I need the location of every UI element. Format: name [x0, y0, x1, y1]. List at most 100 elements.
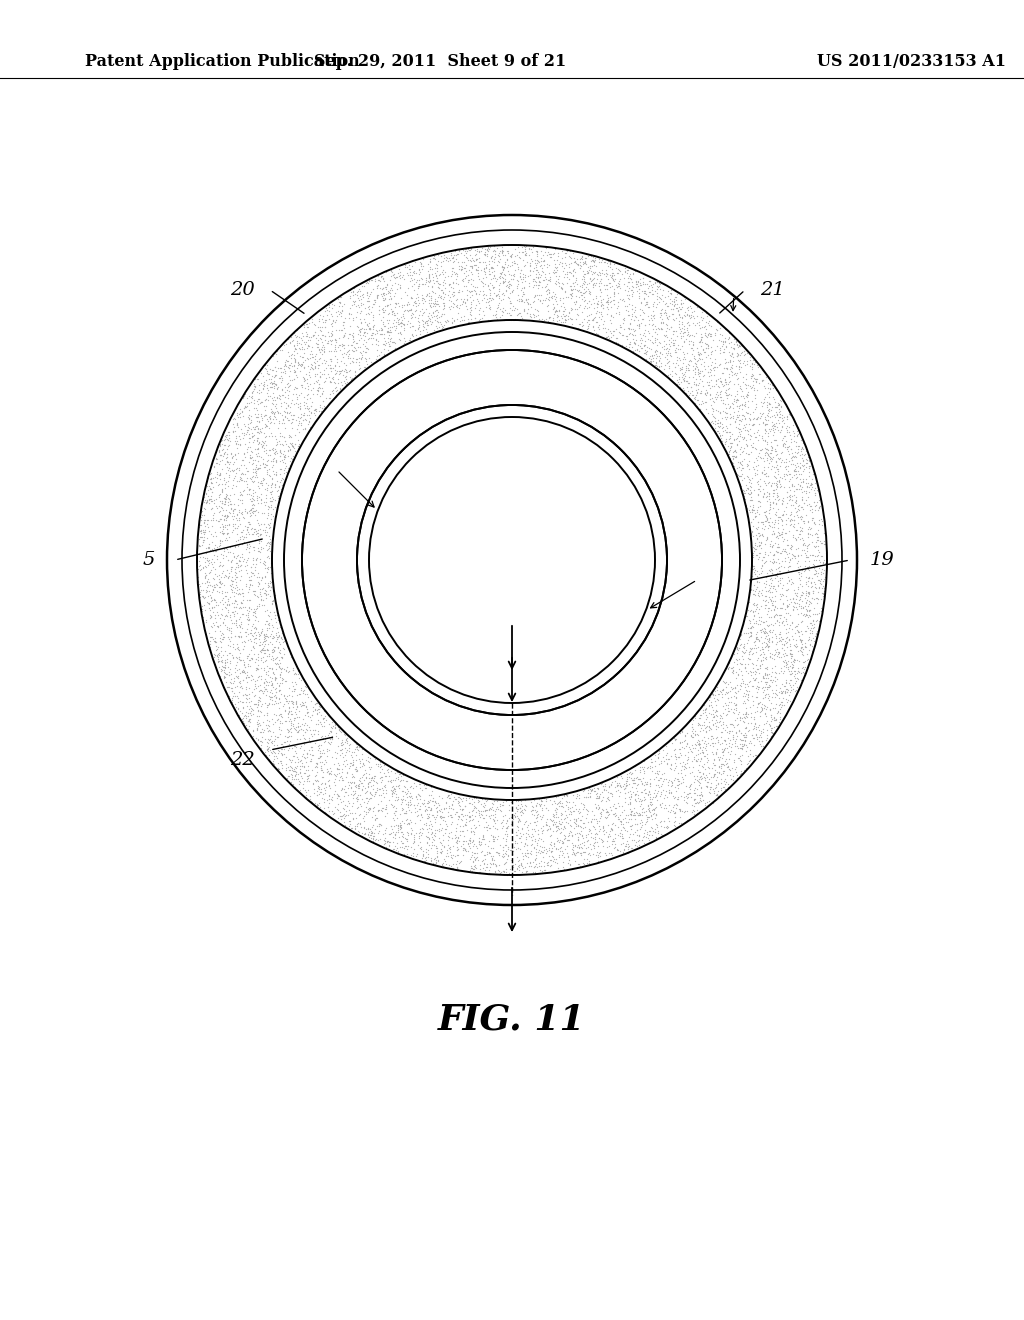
Point [319, 507, 336, 528]
Point [335, 673, 351, 694]
Point [354, 808, 371, 829]
Point [339, 498, 355, 519]
Point [593, 290, 609, 312]
Point [647, 763, 664, 784]
Point [438, 731, 455, 752]
Point [284, 355, 300, 376]
Point [548, 714, 564, 735]
Point [349, 607, 366, 628]
Point [377, 400, 393, 421]
Point [332, 801, 348, 822]
Point [723, 384, 739, 405]
Point [353, 458, 370, 479]
Point [268, 678, 285, 700]
Point [713, 763, 729, 784]
Point [581, 704, 597, 725]
Point [671, 482, 687, 503]
Point [677, 730, 693, 751]
Point [801, 599, 817, 620]
Point [443, 807, 460, 828]
Point [358, 668, 375, 689]
Point [291, 771, 307, 792]
Point [815, 552, 831, 573]
Point [438, 735, 455, 756]
Point [441, 837, 458, 858]
Point [381, 335, 397, 356]
Point [242, 723, 258, 744]
Point [253, 657, 269, 678]
Point [691, 743, 708, 764]
Point [660, 454, 677, 475]
Point [707, 565, 723, 586]
Point [681, 783, 697, 804]
Point [699, 791, 716, 812]
Point [646, 652, 663, 673]
Point [800, 446, 816, 467]
Point [611, 675, 628, 696]
Point [378, 436, 394, 457]
Point [599, 411, 615, 432]
Point [793, 595, 809, 616]
Point [573, 275, 590, 296]
Point [657, 795, 674, 816]
Point [705, 499, 721, 520]
Point [531, 721, 548, 742]
Point [566, 393, 583, 414]
Point [338, 586, 354, 607]
Point [288, 719, 304, 741]
Point [387, 380, 403, 401]
Point [784, 626, 801, 647]
Point [702, 587, 719, 609]
Point [374, 678, 390, 700]
Point [558, 697, 574, 718]
Point [757, 407, 773, 428]
Point [772, 560, 788, 581]
Point [620, 686, 636, 708]
Point [419, 315, 435, 337]
Point [652, 484, 669, 506]
Point [382, 685, 398, 706]
Point [445, 708, 462, 729]
Point [689, 556, 706, 577]
Point [401, 700, 418, 721]
Point [242, 569, 258, 590]
Point [548, 384, 564, 405]
Point [771, 447, 787, 469]
Point [666, 759, 682, 780]
Point [400, 685, 417, 706]
Point [273, 442, 290, 463]
Point [679, 528, 695, 549]
Point [223, 494, 240, 515]
Point [268, 605, 285, 626]
Point [324, 508, 340, 529]
Point [429, 290, 445, 312]
Point [621, 682, 637, 704]
Point [730, 638, 746, 659]
Point [346, 766, 362, 787]
Point [673, 371, 689, 392]
Point [705, 743, 721, 764]
Point [226, 612, 243, 634]
Point [524, 342, 541, 363]
Point [687, 789, 703, 810]
Point [784, 651, 801, 672]
Point [376, 640, 392, 661]
Point [503, 385, 519, 407]
Point [369, 684, 385, 705]
Point [297, 747, 313, 768]
Point [392, 715, 409, 737]
Point [573, 702, 590, 723]
Point [722, 351, 738, 372]
Point [256, 676, 272, 697]
Point [574, 825, 591, 846]
Point [391, 668, 408, 689]
Point [624, 404, 640, 425]
Point [665, 502, 681, 523]
Point [685, 726, 701, 747]
Point [381, 289, 397, 310]
Point [486, 756, 503, 777]
Point [668, 609, 684, 630]
Point [693, 309, 710, 330]
Point [635, 301, 651, 322]
Point [658, 293, 675, 314]
